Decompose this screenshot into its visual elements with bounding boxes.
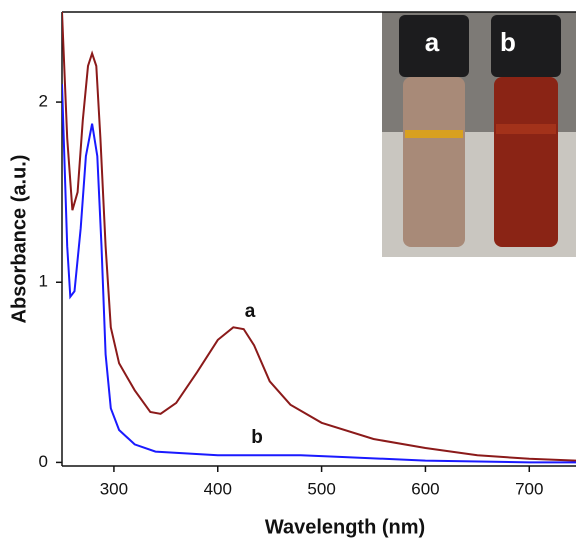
y-tick-label: 1 bbox=[39, 272, 48, 291]
x-tick-label: 400 bbox=[204, 479, 232, 498]
series-label: b bbox=[251, 427, 263, 448]
vial-cap bbox=[491, 15, 561, 77]
x-tick-label: 300 bbox=[100, 479, 128, 498]
x-tick-label: 700 bbox=[515, 479, 543, 498]
vial-label: a bbox=[425, 27, 440, 57]
y-tick-label: 2 bbox=[39, 92, 48, 111]
series-line bbox=[62, 84, 576, 464]
x-tick-label: 500 bbox=[307, 479, 335, 498]
vial-a-meniscus bbox=[405, 130, 463, 138]
vial-b bbox=[494, 77, 558, 247]
series-line bbox=[62, 12, 576, 462]
x-tick-label: 600 bbox=[411, 479, 439, 498]
inset-photo: a b bbox=[382, 12, 576, 257]
vial-cap bbox=[399, 15, 469, 77]
vial-label: b bbox=[500, 27, 516, 57]
y-tick-label: 0 bbox=[39, 452, 48, 471]
vial-a bbox=[403, 77, 465, 247]
vial-b-meniscus bbox=[496, 124, 556, 134]
series-label: a bbox=[245, 301, 256, 322]
x-axis-title: Wavelength (nm) bbox=[265, 516, 425, 538]
y-axis-title: Absorbance (a.u.) bbox=[8, 155, 30, 324]
